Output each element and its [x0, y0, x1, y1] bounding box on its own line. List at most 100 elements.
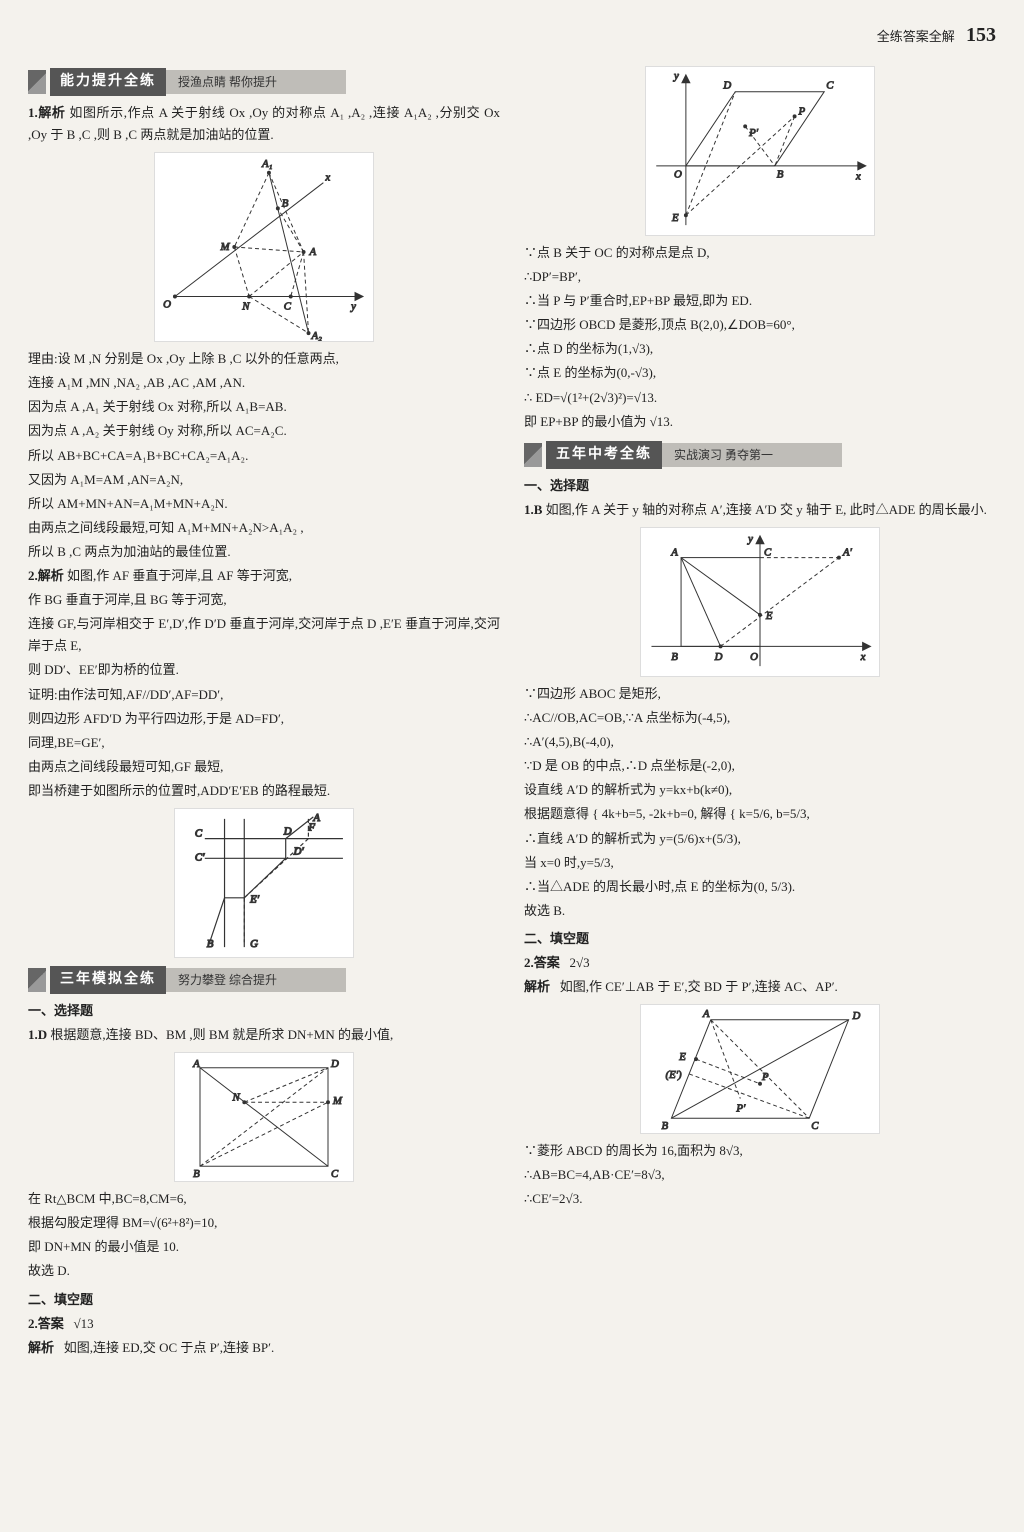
flag-icon	[28, 70, 46, 94]
p2-6: 同理,BE=GE′,	[28, 732, 500, 754]
svg-text:M: M	[332, 1095, 343, 1107]
q1-label: 1.D	[28, 1027, 47, 1042]
svg-text:(E′): (E′)	[665, 1069, 682, 1081]
r1-text: 如图,作 A 关于 y 轴的对称点 A′,连接 A′D 交 y 轴于 E, 此时…	[546, 502, 987, 517]
section3-title: 五年中考全练	[546, 441, 662, 469]
svg-text:E: E	[671, 212, 679, 224]
l2: 连接 A₁M ,MN ,NA₂ ,AB ,AC ,AM ,AN.	[28, 372, 500, 394]
svg-text:D: D	[714, 651, 723, 663]
svg-text:y: y	[747, 533, 753, 545]
l8: 由两点之间线段最短,可知 A₁M+MN+A₂N>A₁A₂ ,	[28, 517, 500, 539]
svg-text:P: P	[798, 105, 806, 117]
svg-text:C: C	[284, 301, 292, 313]
p1: 1.解析 如图所示,作点 A 关于射线 Ox ,Oy 的对称点 A₁ ,A₂ ,…	[28, 102, 500, 146]
flag-icon	[28, 968, 46, 992]
rb7: 当 x=0 时,y=5/3,	[524, 852, 996, 874]
q2-ans-label: 2.答案	[28, 1316, 64, 1331]
rb5: 根据题意得 { 4k+b=5, -2k+b=0, 解得 { k=5/6, b=5…	[524, 803, 996, 825]
ra4: ∴点 D 的坐标为(1,√3),	[524, 338, 996, 360]
svg-text:A: A	[312, 812, 320, 824]
rb6: ∴直线 A′D 的解析式为 y=(5/6)x+(5/3),	[524, 828, 996, 850]
svg-text:B: B	[662, 1120, 669, 1132]
svg-text:E: E	[765, 610, 773, 622]
svg-text:x: x	[855, 171, 861, 183]
q1-text: 根据题意,连接 BD、BM ,则 BM 就是所求 DN+MN 的最小值,	[50, 1027, 393, 1042]
p2-4: 证明:由作法可知,AF//DD′,AF=DD′,	[28, 684, 500, 706]
l3: 因为点 A ,A₁ 关于射线 Ox 对称,所以 A₁B=AB.	[28, 396, 500, 418]
r2-exp-text: 如图,作 CE′⊥AB 于 E′,交 BD 于 P′,连接 AC、AP′.	[560, 979, 838, 994]
header-label: 全练答案全解	[877, 29, 955, 44]
section-bar-2: 三年模拟全练 努力攀登 综合提升	[28, 968, 500, 992]
rc0: ∵菱形 ABCD 的周长为 16,面积为 8√3,	[524, 1140, 996, 1162]
svg-text:D′: D′	[293, 845, 305, 857]
figureC: A D B C E P (E′) P′	[640, 1004, 880, 1134]
ra7: 即 EP+BP 的最小值为 √13.	[524, 411, 996, 433]
svg-text:O: O	[674, 169, 682, 181]
p2-3: 则 DD′、EE′即为桥的位置.	[28, 659, 500, 681]
r2-ans-val: 2√3	[570, 955, 590, 970]
svg-text:A: A	[702, 1008, 710, 1020]
q2-ans-val: √13	[74, 1316, 94, 1331]
p1-text: 如图所示,作点 A 关于射线 Ox ,Oy 的对称点 A₁ ,A₂ ,连接 A₁…	[28, 105, 500, 142]
rb4: 设直线 A′D 的解析式为 y=kx+b(k≠0),	[524, 779, 996, 801]
section2-sub: 努力攀登 综合提升	[166, 968, 346, 992]
q-h2: 二、填空题	[28, 1289, 500, 1311]
r2-exp: 解析 如图,作 CE′⊥AB 于 E′,交 BD 于 P′,连接 AC、AP′.	[524, 976, 996, 998]
r2-exp-label: 解析	[524, 979, 550, 994]
svg-text:A: A	[670, 547, 678, 559]
q1: 1.D 根据题意,连接 BD、BM ,则 BM 就是所求 DN+MN 的最小值,	[28, 1024, 500, 1046]
svg-text:A₁: A₁	[261, 158, 273, 170]
ra2: ∴当 P 与 P′重合时,EP+BP 最短,即为 ED.	[524, 290, 996, 312]
left-column: 能力提升全练 授渔点睛 帮你提升 1.解析 如图所示,作点 A 关于射线 Ox …	[28, 60, 500, 1361]
svg-text:O: O	[163, 299, 171, 311]
content-columns: 能力提升全练 授渔点睛 帮你提升 1.解析 如图所示,作点 A 关于射线 Ox …	[28, 60, 996, 1361]
ra6: ∴ ED=√(1²+(2√3)²)=√13.	[524, 387, 996, 409]
l5: 所以 AB+BC+CA=A₁B+BC+CA₂=A₁A₂.	[28, 445, 500, 467]
svg-text:A: A	[192, 1058, 200, 1070]
rb1: ∴AC//OB,AC=OB,∵A 点坐标为(-4,5),	[524, 707, 996, 729]
rb3: ∵D 是 OB 的中点,∴D 点坐标是(-2,0),	[524, 755, 996, 777]
ra0: ∵点 B 关于 OC 的对称点是点 D,	[524, 242, 996, 264]
r1-label: 1.B	[524, 502, 542, 517]
p1-label: 1.解析	[28, 105, 66, 120]
svg-text:B: B	[777, 169, 784, 181]
section-bar-3: 五年中考全练 实战演习 勇夺第一	[524, 443, 996, 467]
section-bar-1: 能力提升全练 授渔点睛 帮你提升	[28, 70, 500, 94]
q-h1: 一、选择题	[28, 1000, 500, 1022]
p2-8: 即当桥建于如图所示的位置时,ADD′E′EB 的路程最短.	[28, 780, 500, 802]
svg-text:D: D	[722, 80, 731, 92]
rb8: ∴当△ADE 的周长最小时,点 E 的坐标为(0, 5/3).	[524, 876, 996, 898]
q2-ans: 2.答案 √13	[28, 1313, 500, 1335]
svg-text:B: B	[671, 651, 678, 663]
q2-exp-label: 解析	[28, 1340, 54, 1355]
p2-2: 连接 GF,与河岸相交于 E′,D′,作 D′D 垂直于河岸,交河岸于点 D ,…	[28, 613, 500, 657]
svg-text:E: E	[678, 1051, 686, 1063]
q2-exp-text: 如图,连接 ED,交 OC 于点 P′,连接 BP′.	[64, 1340, 274, 1355]
p2: 2.解析 如图,作 AF 垂直于河岸,且 AF 等于河宽,	[28, 565, 500, 587]
l4: 因为点 A ,A₂ 关于射线 Oy 对称,所以 AC=A₂C.	[28, 420, 500, 442]
p2-7: 由两点之间线段最短可知,GF 最短,	[28, 756, 500, 778]
p2-0: 如图,作 AF 垂直于河岸,且 AF 等于河宽,	[67, 568, 292, 583]
r2-ans: 2.答案 2√3	[524, 952, 996, 974]
svg-text:P′: P′	[735, 1102, 746, 1114]
svg-text:x: x	[324, 172, 330, 184]
svg-text:D: D	[283, 826, 292, 838]
svg-text:D: D	[330, 1058, 339, 1070]
figure3: A D B C M N	[174, 1052, 354, 1182]
l9: 所以 B ,C 两点为加油站的最佳位置.	[28, 541, 500, 563]
l6: 又因为 A₁M=AM ,AN=A₂N,	[28, 469, 500, 491]
svg-text:A₂: A₂	[310, 330, 322, 342]
svg-text:y: y	[350, 301, 356, 313]
ra3: ∵四边形 OBCD 是菱形,顶点 B(2,0),∠DOB=60°,	[524, 314, 996, 336]
svg-text:C: C	[811, 1120, 819, 1132]
r1: 1.B 如图,作 A 关于 y 轴的对称点 A′,连接 A′D 交 y 轴于 E…	[524, 499, 996, 521]
q1-l1: 根据勾股定理得 BM=√(6²+8²)=10,	[28, 1212, 500, 1234]
section1-title: 能力提升全练	[50, 68, 166, 96]
svg-text:C′: C′	[195, 851, 205, 863]
page-header: 全练答案全解 153	[28, 18, 996, 52]
flag-icon	[524, 443, 542, 467]
figureB: y x A C B O A′ D E	[640, 527, 880, 677]
r2-ans-label: 2.答案	[524, 955, 560, 970]
svg-text:E′: E′	[249, 894, 260, 906]
rb2: ∴A′(4,5),B(-4,0),	[524, 731, 996, 753]
